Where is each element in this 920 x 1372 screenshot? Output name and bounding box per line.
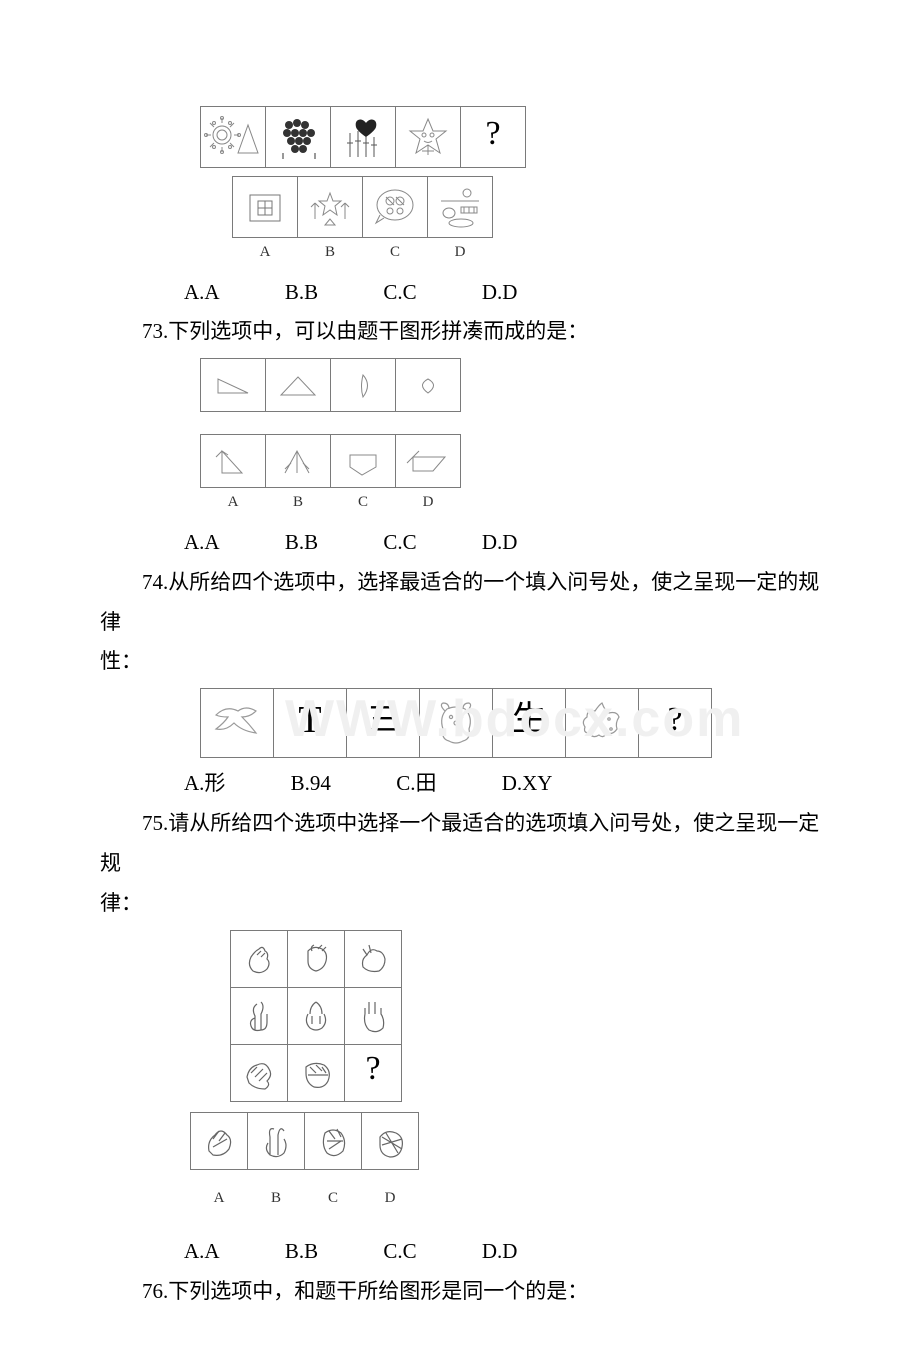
q72-options: A.A B.B C.C D.D (100, 273, 820, 313)
q73-label-d: D (396, 488, 461, 517)
hand-icon-7 (237, 1051, 281, 1095)
diamond-icon (403, 365, 453, 405)
q74-prompt-line2: 性： (100, 642, 820, 682)
hand-icon-8 (294, 1051, 338, 1095)
q72-opt-d: D.D (440, 273, 518, 313)
q73-options: A.A B.B C.C D.D (100, 523, 820, 563)
q74-opt-a: A.形 (142, 764, 225, 804)
q72-label-d: D (428, 238, 493, 267)
q75-opt-b: B.B (243, 1232, 318, 1272)
q75-opt-d-icon (368, 1119, 412, 1163)
q72-opt-a: A.A (142, 273, 220, 313)
triangle-icon (273, 365, 323, 405)
q73-opt-b: B.B (243, 523, 318, 563)
leaf-shape-icon (338, 365, 388, 405)
q72-question-mark: ? (485, 115, 500, 152)
q73-prompt: 73.下列选项中，可以由题干图形拼凑而成的是： (100, 312, 820, 352)
q73-label-c: C (331, 488, 396, 517)
q74-cell-t: T (298, 699, 321, 741)
q73-options-row: A B C D (200, 434, 461, 517)
hand-icon-2 (294, 937, 338, 981)
star-face-icon (399, 113, 457, 161)
q75-label-b: B (248, 1169, 305, 1226)
bear-icon (425, 695, 487, 751)
q74-opt-c: C.田 (354, 764, 436, 804)
q73-opt-b-icon (273, 441, 323, 481)
q75-opt-a-icon (197, 1119, 241, 1163)
q73-opt-d-icon (403, 441, 453, 481)
q74-question-mark: ? (667, 701, 682, 738)
q72-label-b: B (298, 238, 363, 267)
hand-icon-6 (351, 994, 395, 1038)
q75-prompt-line1: 75.请从所给四个选项中选择一个最适合的选项填入问号处，使之呈现一定规 (100, 804, 820, 884)
q73-label-b: B (266, 488, 331, 517)
hand-icon-5 (294, 994, 338, 1038)
q73-opt-a: A.A (142, 523, 220, 563)
q73-opt-c: C.C (341, 523, 416, 563)
heart-stems-icon (334, 113, 392, 161)
q72-opt-d-icon (431, 183, 489, 231)
q75-options: A.A B.B C.C D.D (100, 1232, 820, 1272)
q76-prompt: 76.下列选项中，和题干所给图形是同一个的是： (100, 1272, 820, 1312)
star-outline-icon (571, 695, 633, 751)
q73-top-row (200, 358, 461, 412)
q73-figure: A B C D (200, 358, 820, 517)
q72-label-a: A (233, 238, 298, 267)
q72-opt-c: C.C (341, 273, 416, 313)
q72-opt-a-icon (236, 183, 294, 231)
q72-opt-b-icon (301, 183, 359, 231)
hand-icon-1 (237, 937, 281, 981)
q73-label-a: A (201, 488, 266, 517)
q75-figure: ? A B C D (190, 930, 820, 1226)
q74-cell-three: 三 (367, 701, 399, 737)
q75-opt-b-icon (254, 1119, 298, 1163)
q75-label-d: D (362, 1169, 419, 1226)
q75-options-row: A B C D (190, 1112, 419, 1226)
q75-opt-c: C.C (341, 1232, 416, 1272)
q75-opt-a: A.A (142, 1232, 220, 1272)
grapes-icon (269, 113, 327, 161)
q72-options-row: A B C D (232, 176, 493, 267)
q73-opt-c-icon (338, 441, 388, 481)
q73-opt-d: D.D (440, 523, 518, 563)
sun-triangle-icon (204, 113, 262, 161)
q75-prompt-line2: 律： (100, 884, 820, 924)
right-triangle-icon (208, 365, 258, 405)
bird-icon (206, 695, 268, 751)
q74-opt-b: B.94 (249, 764, 331, 804)
hand-icon-4 (237, 994, 281, 1038)
q75-opt-c-icon (311, 1119, 355, 1163)
q75-opt-d: D.D (440, 1232, 518, 1272)
q74-options: A.形 B.94 C.田 D.XY (100, 764, 820, 804)
q75-label-c: C (305, 1169, 362, 1226)
hand-icon-3 (351, 937, 395, 981)
q72-opt-b: B.B (243, 273, 318, 313)
q72-opt-c-icon (366, 183, 424, 231)
q72-label-c: C (363, 238, 428, 267)
q75-question-mark: ? (365, 1050, 380, 1087)
q73-opt-a-icon (208, 441, 258, 481)
q74-prompt-line1: 74.从所给四个选项中，选择最适合的一个填入问号处，使之呈现一定的规律 (100, 563, 820, 643)
q74-row: T 三 生 (200, 688, 712, 758)
q75-grid: ? (230, 930, 402, 1102)
q74-cell-sheng: 生 (512, 701, 546, 738)
q72-figure: ? (200, 106, 820, 267)
q74-figure: WWW.bdocx.com T 三 (200, 688, 820, 758)
q72-top-row: ? (200, 106, 526, 168)
q74-opt-d: D.XY (460, 764, 553, 804)
q75-label-a: A (191, 1169, 248, 1226)
